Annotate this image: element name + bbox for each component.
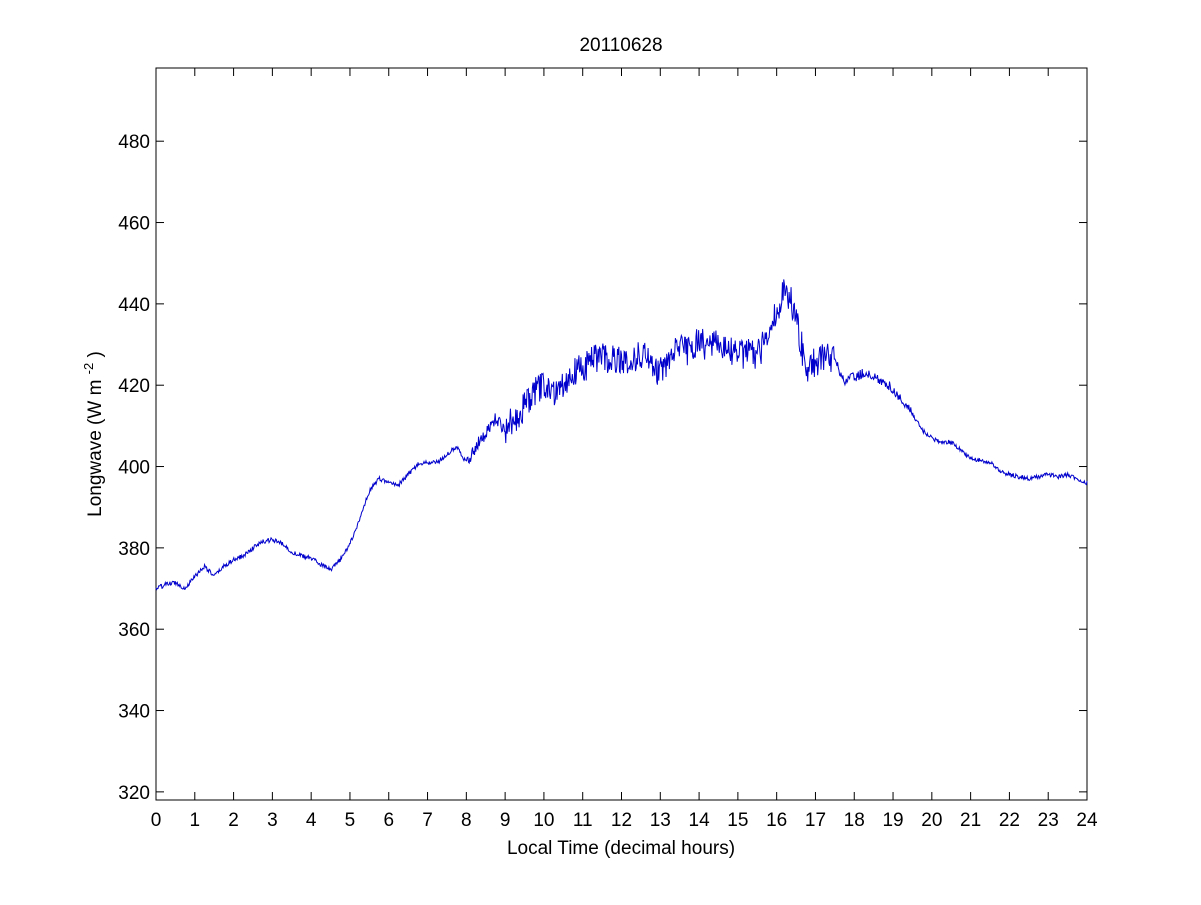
x-tick-label: 21 xyxy=(960,810,981,831)
x-tick-label: 24 xyxy=(1076,810,1098,831)
x-tick-label: 14 xyxy=(689,810,711,831)
x-tick-label: 6 xyxy=(383,810,394,831)
chart-title: 20110628 xyxy=(579,35,662,56)
y-axis-label-superscript: -2 xyxy=(81,363,96,375)
longwave-series-line xyxy=(155,279,1088,591)
x-tick-label: 12 xyxy=(611,810,632,831)
y-axis-ticks: 320 340 360 380 400 420 440 460 480 xyxy=(118,132,1087,804)
x-tick-label: 10 xyxy=(533,810,554,831)
x-tick-label: 19 xyxy=(882,810,903,831)
x-tick-label: 4 xyxy=(306,810,317,831)
x-tick-label: 1 xyxy=(190,810,201,831)
x-tick-label: 20 xyxy=(921,810,942,831)
y-axis-label-main: Longwave (W m xyxy=(85,380,106,517)
x-tick-label: 15 xyxy=(727,810,748,831)
series-layer xyxy=(155,279,1088,591)
x-axis-ticks: 0 1 2 3 4 5 6 7 8 9 10 11 12 13 14 15 16 17 18 19 20 21 22 23 24 xyxy=(151,68,1098,831)
y-tick-label: 480 xyxy=(118,132,150,153)
y-tick-label: 360 xyxy=(118,620,150,641)
x-axis-label: Local Time (decimal hours) xyxy=(507,838,735,859)
x-tick-label: 9 xyxy=(500,810,511,831)
y-tick-label: 400 xyxy=(118,458,150,479)
y-tick-label: 420 xyxy=(118,376,150,397)
x-tick-label: 18 xyxy=(844,810,865,831)
x-tick-label: 8 xyxy=(461,810,472,831)
y-axis-label: Longwave (W m -2 ) xyxy=(77,351,106,517)
x-tick-label: 23 xyxy=(1038,810,1059,831)
x-tick-label: 22 xyxy=(999,810,1020,831)
x-tick-label: 0 xyxy=(151,810,162,831)
y-tick-label: 440 xyxy=(118,295,150,316)
x-tick-label: 7 xyxy=(422,810,433,831)
x-tick-label: 11 xyxy=(573,810,593,831)
y-tick-label: 380 xyxy=(118,539,150,560)
x-tick-label: 17 xyxy=(805,810,826,831)
x-tick-label: 3 xyxy=(267,810,278,831)
x-tick-label: 5 xyxy=(345,810,356,831)
y-tick-label: 460 xyxy=(118,214,150,235)
x-tick-label: 2 xyxy=(228,810,239,831)
plot-area xyxy=(155,67,1088,801)
x-tick-label: 16 xyxy=(766,810,787,831)
x-tick-label: 13 xyxy=(650,810,671,831)
y-tick-label: 340 xyxy=(118,702,150,723)
y-axis-label-suffix: ) xyxy=(85,351,106,357)
y-tick-label: 320 xyxy=(118,783,150,804)
